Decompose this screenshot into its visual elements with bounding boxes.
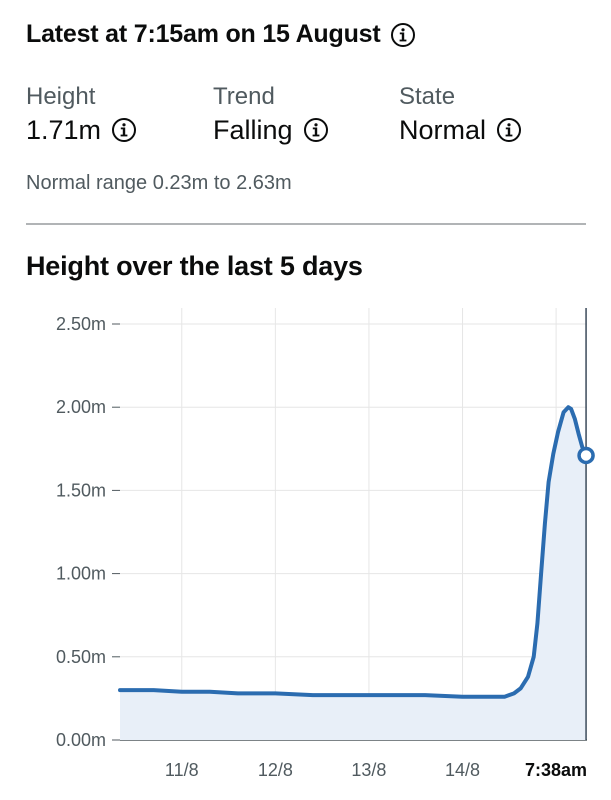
chart-title: Height over the last 5 days (26, 251, 363, 281)
metric-trend-label: Trend (213, 83, 275, 110)
x-tick-label: 13/8 (351, 760, 386, 780)
x-tick-label: 7:38am (525, 760, 587, 780)
y-tick-label: 0.00m (56, 730, 106, 750)
x-tick-label: 11/8 (165, 760, 199, 780)
latest-reading-text: Latest at 7:15am on 15 August (26, 20, 381, 48)
y-tick-label: 2.00m (56, 397, 106, 417)
y-tick-label: 1.50m (56, 480, 106, 500)
metric-trend-value-row: Falling (213, 112, 329, 148)
metric-state-label: State (399, 83, 456, 110)
x-tick-label: 14/8 (445, 760, 480, 780)
normal-range-text: Normal range 0.23m to 2.63m (26, 172, 292, 194)
y-tick-label: 1.00m (56, 564, 106, 584)
metric-trend-value: Falling (213, 115, 293, 145)
x-tick-label: 12/8 (258, 760, 293, 780)
metric-height-value: 1.71m (26, 115, 102, 145)
metric-trend: Trend Falling (213, 82, 329, 148)
info-icon[interactable] (303, 117, 329, 143)
metric-height-value-row: 1.71m (26, 112, 137, 148)
series-area (120, 407, 587, 740)
info-icon[interactable] (111, 117, 137, 143)
y-tick-label: 2.50m (56, 314, 106, 334)
metric-height: Height 1.71m (26, 82, 137, 148)
metric-state-value: Normal (399, 115, 487, 145)
height-chart[interactable]: 0.00m 0.50m 1.00m 1.50m 2.00m 2.50m 11/8 12/8 13… (0, 300, 611, 800)
section-divider (26, 223, 586, 225)
latest-reading-heading: Latest at 7:15am on 15 August (26, 20, 416, 49)
info-icon[interactable] (390, 22, 416, 48)
y-tick-label: 0.50m (56, 647, 106, 667)
metric-state: State Normal (399, 82, 522, 148)
metric-height-label: Height (26, 83, 96, 110)
series-line (118, 405, 589, 699)
metric-state-value-row: Normal (399, 112, 522, 148)
info-icon[interactable] (496, 117, 522, 143)
latest-point-marker (577, 446, 595, 465)
